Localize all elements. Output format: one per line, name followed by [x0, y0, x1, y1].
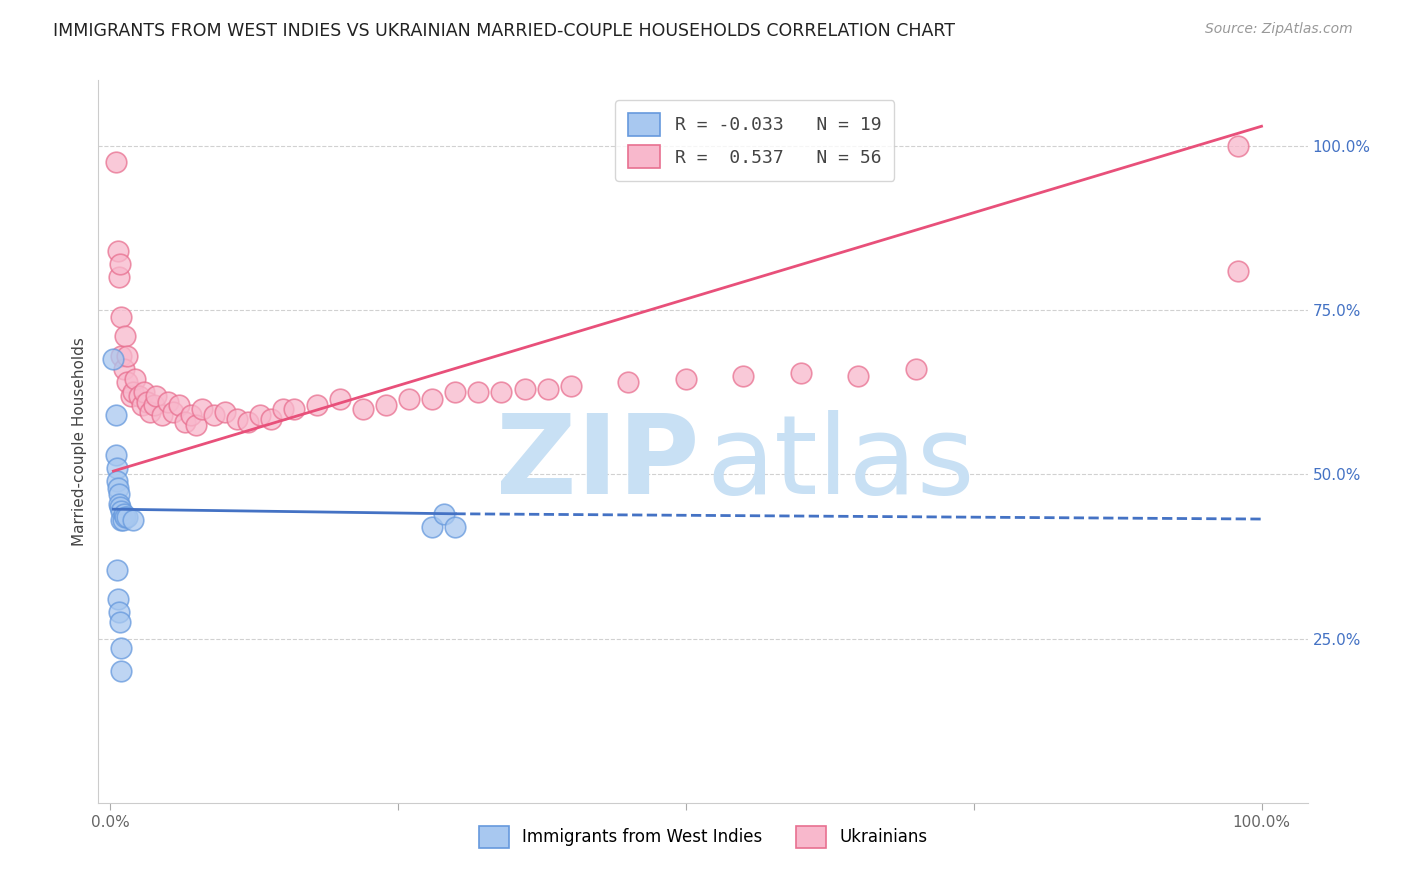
- Point: [398, 392, 420, 406]
- Text: atlas: atlas: [707, 409, 976, 516]
- Point: [186, 418, 208, 433]
- Point: [214, 405, 236, 419]
- Point: [107, 244, 129, 258]
- Point: [104, 448, 127, 462]
- Point: [111, 513, 134, 527]
- Point: [115, 376, 138, 390]
- Point: [112, 362, 135, 376]
- Point: [260, 411, 283, 425]
- Point: [115, 510, 138, 524]
- Point: [444, 520, 467, 534]
- Point: [202, 409, 225, 423]
- Point: [110, 503, 132, 517]
- Point: [108, 270, 131, 285]
- Point: [249, 409, 271, 423]
- Point: [329, 392, 352, 406]
- Point: [110, 257, 132, 271]
- Point: [375, 398, 398, 412]
- Point: [617, 376, 640, 390]
- Point: [108, 497, 131, 511]
- Point: [110, 310, 132, 324]
- Point: [108, 487, 131, 501]
- Point: [307, 398, 329, 412]
- Point: [156, 395, 179, 409]
- Point: [162, 405, 184, 419]
- Point: [104, 155, 127, 169]
- Legend: Immigrants from West Indies, Ukrainians: Immigrants from West Indies, Ukrainians: [471, 818, 935, 856]
- Point: [905, 362, 928, 376]
- Point: [114, 510, 136, 524]
- Point: [491, 385, 513, 400]
- Point: [135, 395, 157, 409]
- Point: [173, 415, 195, 429]
- Point: [115, 349, 138, 363]
- Point: [105, 563, 128, 577]
- Point: [134, 385, 156, 400]
- Point: [107, 481, 129, 495]
- Point: [1227, 139, 1250, 153]
- Point: [103, 352, 125, 367]
- Point: [114, 329, 136, 343]
- Point: [733, 368, 755, 383]
- Point: [422, 520, 444, 534]
- Point: [120, 388, 142, 402]
- Point: [128, 388, 150, 402]
- Text: IMMIGRANTS FROM WEST INDIES VS UKRAINIAN MARRIED-COUPLE HOUSEHOLDS CORRELATION C: IMMIGRANTS FROM WEST INDIES VS UKRAINIAN…: [53, 22, 956, 40]
- Point: [104, 409, 127, 423]
- Point: [145, 388, 167, 402]
- Point: [283, 401, 305, 416]
- Point: [513, 382, 536, 396]
- Point: [352, 401, 374, 416]
- Point: [107, 592, 129, 607]
- Point: [180, 409, 202, 423]
- Text: ZIP: ZIP: [496, 409, 699, 516]
- Point: [560, 378, 582, 392]
- Point: [131, 398, 153, 412]
- Point: [112, 507, 135, 521]
- Point: [236, 415, 259, 429]
- Point: [110, 349, 132, 363]
- Point: [110, 500, 132, 515]
- Point: [139, 405, 162, 419]
- Point: [110, 641, 132, 656]
- Point: [122, 385, 145, 400]
- Point: [110, 615, 132, 630]
- Point: [110, 513, 132, 527]
- Point: [124, 372, 146, 386]
- Point: [122, 513, 145, 527]
- Point: [105, 460, 128, 475]
- Point: [433, 507, 456, 521]
- Point: [675, 372, 697, 386]
- Point: [191, 401, 214, 416]
- Point: [108, 605, 131, 619]
- Point: [271, 401, 294, 416]
- Point: [848, 368, 870, 383]
- Point: [167, 398, 190, 412]
- Point: [444, 385, 467, 400]
- Point: [536, 382, 558, 396]
- Point: [150, 409, 173, 423]
- Point: [225, 411, 247, 425]
- Point: [1227, 264, 1250, 278]
- Point: [467, 385, 489, 400]
- Point: [142, 398, 165, 412]
- Point: [422, 392, 444, 406]
- Point: [105, 474, 128, 488]
- Text: Source: ZipAtlas.com: Source: ZipAtlas.com: [1205, 22, 1353, 37]
- Point: [790, 366, 813, 380]
- Point: [110, 665, 132, 679]
- Y-axis label: Married-couple Households: Married-couple Households: [72, 337, 87, 546]
